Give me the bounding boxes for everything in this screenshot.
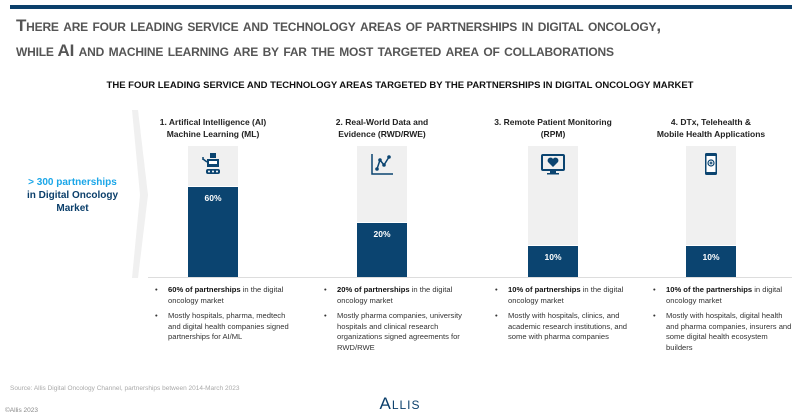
bullet-item: 60% of partnerships in the digital oncol…: [155, 285, 295, 306]
bar-track: 60%: [188, 146, 238, 277]
category-heading: 3. Remote Patient Monitoring (RPM): [494, 117, 612, 139]
bar-value-label: 20%: [373, 229, 391, 240]
allis-logo: Allis: [379, 394, 421, 413]
bullet-list: 10% of the partnerships in digital oncol…: [653, 285, 793, 358]
bar-value-label: 10%: [544, 252, 562, 263]
copyright: ©Allis 2023: [5, 407, 38, 414]
top-accent-bar: [10, 5, 792, 9]
bullet-item: Mostly hospitals, pharma, medtech and di…: [155, 311, 295, 343]
category-heading: 4. DTx, Telehealth & Mobile Health Applic…: [656, 117, 766, 139]
bar-track: 10%: [528, 146, 578, 277]
chart-baseline: [148, 277, 792, 278]
category-heading: 1. Artifical Intelligence (AI) Machine Le…: [159, 117, 267, 139]
source-note: Source: Allis Digital Oncology Channel, …: [10, 385, 240, 392]
bar: 60%: [188, 185, 238, 277]
bullet-item: 10% of the partnerships in digital oncol…: [653, 285, 793, 306]
chevron-arrow-shape: [132, 110, 148, 278]
bullet-item: Mostly with hospitals, clinics, and acad…: [495, 311, 635, 343]
bullet-list: 60% of partnerships in the digital oncol…: [155, 285, 295, 348]
bullet-item: Mostly pharma companies, university hosp…: [324, 311, 464, 353]
category-heading: 2. Real-World Data and Evidence (RWD/RWE): [335, 117, 429, 139]
bar: 10%: [528, 245, 578, 277]
total-partnerships-callout: > 300 partnerships in Digital Oncology Mar…: [26, 177, 119, 214]
bullet-item: 10% of partnerships in the digital oncol…: [495, 285, 635, 306]
bullet-item: 20% of partnerships in the digital oncol…: [324, 285, 464, 306]
bar-track: 20%: [357, 146, 407, 277]
bar: 20%: [357, 222, 407, 277]
bar-track: 10%: [686, 146, 736, 277]
bullet-list: 10% of partnerships in the digital oncol…: [495, 285, 635, 348]
chart-title: THE FOUR LEADING SERVICE AND TECHNOLOGY …: [106, 80, 694, 91]
bullet-item: Mostly with hospitals, digital health an…: [653, 311, 793, 353]
page-title: There are four leading service and techn…: [16, 16, 661, 60]
bar-value-label: 10%: [702, 252, 720, 263]
bar: 10%: [686, 245, 736, 277]
bullet-list: 20% of partnerships in the digital oncol…: [324, 285, 464, 358]
bar-value-label: 60%: [204, 192, 222, 203]
